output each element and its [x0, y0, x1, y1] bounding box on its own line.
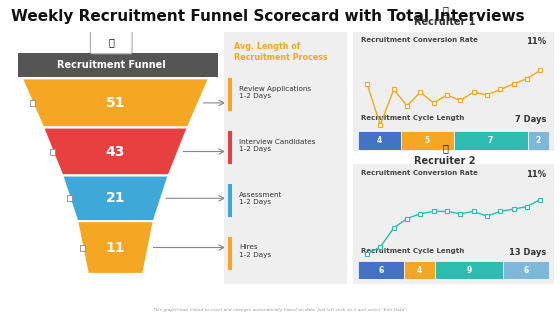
Text: 51: 51 — [106, 96, 125, 110]
Text: 43: 43 — [106, 145, 125, 158]
Bar — [30, 100, 35, 106]
Text: 13 Days: 13 Days — [509, 248, 547, 257]
Text: 11%: 11% — [526, 37, 547, 47]
Bar — [404, 261, 435, 279]
Text: 6: 6 — [524, 266, 529, 275]
Text: Assessment
1-2 Days: Assessment 1-2 Days — [239, 192, 282, 205]
Text: 👤: 👤 — [108, 37, 114, 47]
Bar — [228, 184, 232, 217]
Text: Interview Candidates
1-2 Days: Interview Candidates 1-2 Days — [239, 139, 315, 152]
Text: 5: 5 — [424, 136, 430, 145]
Text: 6: 6 — [379, 266, 384, 275]
Text: 👤: 👤 — [442, 143, 448, 153]
Bar — [228, 237, 232, 270]
Bar — [50, 148, 55, 154]
Text: Weekly Recruitment Funnel Scorecard with Total Interviews: Weekly Recruitment Funnel Scorecard with… — [11, 9, 525, 25]
Text: 4: 4 — [377, 136, 382, 145]
Text: 4: 4 — [417, 266, 422, 275]
Bar — [67, 195, 72, 201]
Polygon shape — [22, 78, 209, 128]
Text: Recruitment Conversion Rate: Recruitment Conversion Rate — [361, 37, 478, 43]
FancyBboxPatch shape — [90, 30, 132, 54]
Text: Recruiter 1: Recruiter 1 — [414, 17, 476, 27]
Bar — [435, 261, 503, 279]
Bar — [528, 131, 549, 150]
Text: 7: 7 — [488, 136, 493, 145]
Text: 11: 11 — [106, 240, 125, 255]
Bar — [80, 244, 85, 250]
Text: 2: 2 — [535, 136, 541, 145]
Polygon shape — [62, 175, 169, 221]
Bar — [358, 131, 401, 150]
Text: Recruiter 2: Recruiter 2 — [414, 156, 476, 166]
Bar — [503, 261, 549, 279]
Bar — [228, 131, 232, 164]
Bar — [401, 131, 454, 150]
Text: 👤: 👤 — [442, 5, 448, 15]
Polygon shape — [43, 128, 188, 175]
Bar — [454, 131, 528, 150]
Text: Avg. Length of
Recruitment Process: Avg. Length of Recruitment Process — [234, 42, 328, 62]
Text: Recruitment Funnel: Recruitment Funnel — [57, 60, 166, 70]
Text: 7 Days: 7 Days — [515, 115, 547, 124]
Text: This graph/chart linked to excel and changes automatically based on data. Just l: This graph/chart linked to excel and cha… — [153, 308, 407, 312]
Text: Review Applications
1-2 Days: Review Applications 1-2 Days — [239, 86, 311, 99]
Text: 21: 21 — [106, 191, 125, 205]
Text: Recruitment Cycle Length: Recruitment Cycle Length — [361, 248, 464, 254]
Polygon shape — [77, 221, 154, 274]
Bar — [17, 53, 218, 77]
Bar — [358, 261, 404, 279]
Text: 11%: 11% — [526, 170, 547, 179]
Text: Hires
1-2 Days: Hires 1-2 Days — [239, 244, 271, 258]
Text: Recruitment Cycle Length: Recruitment Cycle Length — [361, 115, 464, 121]
Bar — [228, 78, 232, 111]
Text: 9: 9 — [466, 266, 472, 275]
Text: Recruitment Conversion Rate: Recruitment Conversion Rate — [361, 170, 478, 176]
